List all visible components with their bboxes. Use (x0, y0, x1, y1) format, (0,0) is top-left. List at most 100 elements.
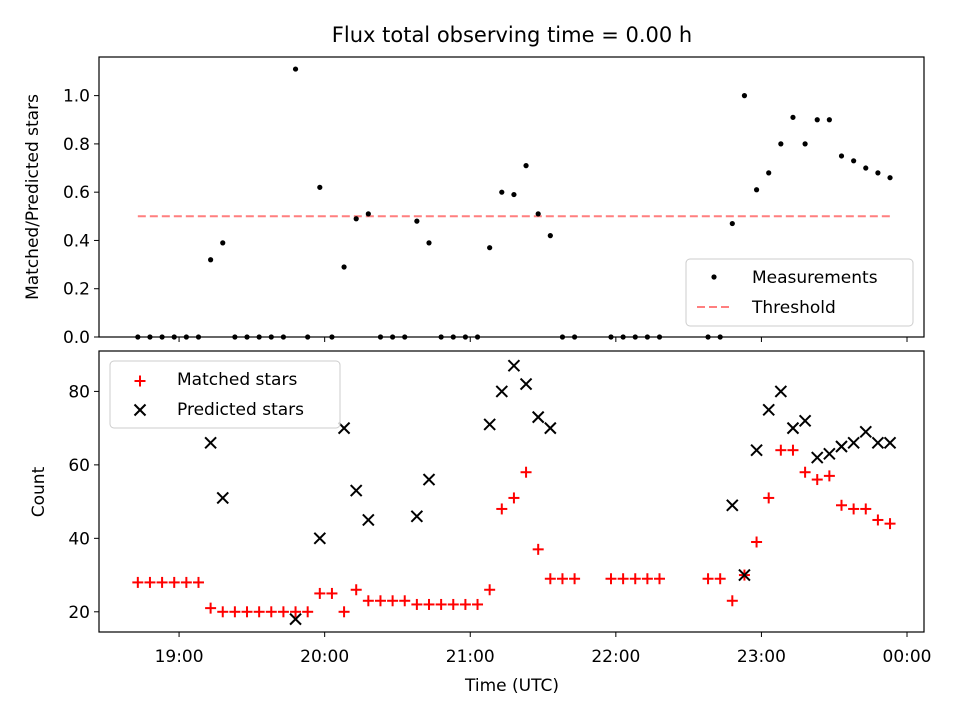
predicted-stars-point (871, 436, 885, 450)
x-stroke (798, 414, 812, 427)
matched-stars-point (338, 606, 350, 618)
matched-stars-point (156, 576, 168, 588)
top-y-axis-label: Matched/Predicted stars (23, 94, 43, 300)
x-axis-label: Time (UTC) (464, 676, 559, 696)
x-stroke (337, 421, 351, 435)
measurement-point (353, 216, 359, 222)
measurement-point (826, 117, 832, 123)
measurement-point (535, 211, 541, 217)
predicted-stars-point (786, 421, 800, 435)
matched-stars-point (520, 466, 532, 478)
matched-stars-point (496, 503, 508, 515)
matched-stars-point (472, 598, 484, 610)
predicted-stars-point (544, 421, 557, 435)
matched-stars-point (823, 470, 835, 482)
predicted-stars-point (726, 499, 739, 512)
measurement-point (220, 240, 226, 246)
predicted-stars-point (362, 513, 375, 527)
measurement-point (523, 163, 529, 169)
bottom-y-tick-label: 40 (68, 529, 90, 549)
matched-stars-point (387, 595, 399, 607)
matched-stars-point (556, 573, 568, 585)
measurement-point (499, 189, 505, 195)
top-y-tick-label: 1.0 (63, 87, 90, 107)
top-y-tick-label: 0.4 (63, 231, 90, 251)
measurement-point (863, 165, 869, 171)
predicted-stars-point (883, 436, 897, 450)
predicted-stars-point (313, 532, 327, 545)
top-legend: Measurements Threshold (685, 258, 914, 327)
x-stroke (738, 568, 751, 582)
x-tick-label: 00:00 (883, 647, 932, 667)
predicted-stars-point (811, 451, 824, 464)
top-chart-title: Flux total observing time = 0.00 h (332, 23, 692, 47)
x-stroke (507, 359, 521, 372)
x-stroke (410, 510, 424, 523)
matched-stars-point (423, 598, 435, 610)
x-stroke (289, 612, 302, 626)
x-stroke (495, 385, 509, 398)
matched-stars-point (241, 606, 253, 618)
predicted-stars-point (483, 418, 496, 431)
legend-threshold-label: Threshold (751, 298, 836, 318)
predicted-stars-point (495, 385, 509, 398)
matched-stars-point (872, 514, 884, 526)
predicted-stars-point (774, 385, 788, 398)
predicted-stars-point (835, 440, 848, 453)
x-tick-label: 19:00 (155, 647, 204, 667)
bottom-y-tick-label: 20 (68, 603, 90, 623)
x-stroke (774, 385, 788, 398)
x-tick-label: 21:00 (446, 647, 495, 667)
predicted-stars-point (410, 510, 424, 523)
matched-stars-point (848, 503, 860, 515)
x-stroke (362, 513, 375, 527)
x-tick-label: 20:00 (300, 647, 349, 667)
matched-stars-point (641, 573, 653, 585)
matched-stars-point (180, 576, 192, 588)
predicted-stars-point (349, 484, 363, 497)
matched-stars-point (787, 444, 799, 456)
matched-stars-point (605, 573, 617, 585)
measurement-point (426, 240, 432, 246)
x-stroke (786, 421, 800, 435)
measurement-point (875, 170, 881, 176)
x-stroke (313, 532, 327, 545)
measurement-point (851, 158, 857, 164)
measurement-point (547, 233, 553, 239)
measurement-point (802, 141, 808, 147)
x-axis: 19:00 20:00 21:00 22:00 23:00 00:00 (155, 337, 932, 667)
x-stroke (349, 484, 363, 497)
matched-stars-point (811, 474, 823, 486)
matched-stars-point (362, 595, 374, 607)
matched-stars-point (192, 576, 204, 588)
predicted-stars-point (216, 491, 229, 505)
matched-stars-point (654, 573, 666, 585)
bottom-y-tick-label: 80 (68, 382, 90, 402)
matched-stars-point (435, 598, 447, 610)
x-stroke (811, 451, 824, 464)
matched-stars-point (629, 573, 641, 585)
legend-predicted-stars-marker (133, 403, 147, 417)
x-stroke (859, 425, 872, 439)
matched-stars-point (253, 606, 265, 618)
measurement-point (741, 93, 748, 99)
x-stroke (531, 410, 545, 424)
matched-stars-point (205, 602, 217, 614)
x-stroke (204, 436, 217, 450)
x-stroke (750, 443, 763, 457)
measurement-point (414, 218, 420, 224)
predicted-stars-point (507, 359, 521, 372)
predicted-stars-point (823, 447, 836, 461)
top-legend-box (685, 258, 914, 327)
legend-matched-stars-marker (134, 375, 146, 387)
predicted-stars-point (762, 403, 775, 416)
matched-stars-point (860, 503, 872, 515)
x-stroke (762, 403, 775, 416)
measurement-point (341, 264, 347, 270)
matched-stars-point (569, 573, 581, 585)
measurement-point (487, 245, 493, 251)
predicted-stars-point (750, 443, 763, 457)
matched-stars-point (326, 587, 338, 599)
measurement-point (208, 257, 214, 263)
